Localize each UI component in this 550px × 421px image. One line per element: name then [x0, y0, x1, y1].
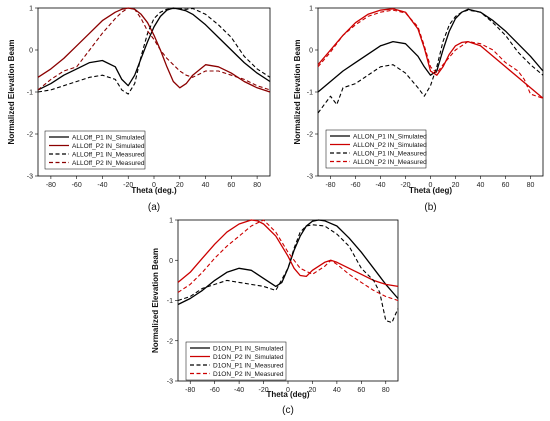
- x-axis-label: Theta (deg.): [131, 186, 177, 195]
- series-line-2: [37, 7, 271, 93]
- chart-panel-2: -3 -2 -1 0 1 -80 -60 -40 -20 0 20 40 60 80 ALLON_P1 IN…: [293, 6, 544, 213]
- series-line-1: [317, 8, 544, 93]
- legend-entry: ALLON_P1 IN_Simulated: [353, 133, 427, 140]
- x-axis-label: Theta (deg): [409, 186, 452, 195]
- x-tick-label: 0: [429, 182, 433, 189]
- x-axis-label: Theta (deg): [266, 390, 309, 399]
- series-line-1: [177, 219, 399, 306]
- chart-panel-3: -3 -2 -1 0 1 -80 -60 -40 -20 0 20 40 60 80 D1ON_P1 IN_…: [151, 218, 399, 416]
- y-tick-label: -2: [307, 132, 313, 139]
- x-tick-label: -80: [185, 387, 195, 394]
- x-tick-label: -80: [325, 182, 335, 189]
- legend-entry: ALLON_P2 IN_Measured: [353, 159, 427, 166]
- x-tick-label: -80: [46, 182, 56, 189]
- series-line-2: [317, 8, 544, 99]
- x-tick-label: 80: [527, 182, 535, 189]
- panel-label: (a): [148, 202, 160, 213]
- x-tick-label: -40: [375, 182, 385, 189]
- x-tick-label: -20: [258, 387, 268, 394]
- legend-entry: ALLOff_P2 IN_Simulated: [72, 143, 145, 150]
- series-line-4: [177, 219, 399, 302]
- x-tick-label: 60: [357, 387, 365, 394]
- y-tick-label: -1: [27, 90, 33, 97]
- x-tick-label: 40: [477, 182, 485, 189]
- series-line-4: [317, 9, 544, 99]
- series-line-3: [37, 7, 271, 95]
- series-line-3: [177, 224, 399, 324]
- x-tick-label: 0: [152, 182, 156, 189]
- y-tick-label: 0: [29, 48, 33, 55]
- legend-entry: ALLOff_P2 IN_Measured: [72, 160, 145, 167]
- x-tick-label: 40: [202, 182, 210, 189]
- y-tick-label: 1: [309, 6, 313, 13]
- legend-entry: D1ON_P2 IN_Simulated: [213, 354, 284, 361]
- x-tick-label: 0: [286, 387, 290, 394]
- series-line-3: [317, 9, 544, 114]
- y-axis-label: Normalized Elevation Beam: [7, 40, 16, 145]
- legend-entry: ALLOff_P1 IN_Simulated: [72, 134, 145, 141]
- y-tick-label: -3: [167, 379, 173, 386]
- x-tick-label: -40: [97, 182, 107, 189]
- y-tick-label: 1: [29, 6, 33, 13]
- legend-entry: D1ON_P2 IN_Measured: [213, 371, 284, 378]
- x-tick-label: -20: [123, 182, 133, 189]
- x-tick-label: -60: [350, 182, 360, 189]
- x-tick-label: 80: [253, 182, 261, 189]
- panel-label: (c): [282, 405, 294, 416]
- x-tick-label: 60: [502, 182, 510, 189]
- legend-entry: ALLOff_P1 IN_Measured: [72, 151, 145, 158]
- x-tick-label: 20: [452, 182, 460, 189]
- y-tick-label: -2: [27, 132, 33, 139]
- x-tick-label: 80: [382, 387, 390, 394]
- legend-entry: ALLON_P1 IN_Measured: [353, 150, 427, 157]
- y-tick-label: -3: [27, 174, 33, 181]
- y-tick-label: -1: [167, 298, 173, 305]
- x-tick-label: 60: [227, 182, 235, 189]
- y-tick-label: -1: [307, 90, 313, 97]
- legend-entry: D1ON_P1 IN_Simulated: [213, 345, 284, 352]
- series-line-4: [37, 7, 271, 91]
- y-axis-label: Normalized Elevation Beam: [151, 248, 160, 353]
- legend-entry: ALLON_P2 IN_Simulated: [353, 142, 427, 149]
- x-tick-label: -40: [234, 387, 244, 394]
- legend-entry: D1ON_P1 IN_Measured: [213, 362, 284, 369]
- x-tick-label: -20: [400, 182, 410, 189]
- legend: [44, 130, 146, 170]
- y-tick-label: -2: [167, 338, 173, 345]
- chart-panel-1: -3 -2 -1 0 1 -80 -60 -40 -20 0 20 40 60 80 ALLOff_P1 I…: [7, 6, 271, 213]
- series-line-2: [177, 219, 399, 288]
- y-tick-label: -3: [307, 174, 313, 181]
- y-axis-label: Normalized Elevation Beam: [293, 40, 302, 145]
- y-tick-label: 0: [169, 258, 173, 265]
- x-tick-label: -60: [72, 182, 82, 189]
- x-tick-label: -60: [210, 387, 220, 394]
- x-tick-label: 20: [309, 387, 317, 394]
- x-tick-label: 40: [333, 387, 341, 394]
- x-tick-label: 20: [176, 182, 184, 189]
- y-tick-label: 0: [309, 48, 313, 55]
- series-line-1: [37, 7, 271, 91]
- panel-label: (b): [424, 202, 436, 213]
- y-tick-label: 1: [169, 218, 173, 225]
